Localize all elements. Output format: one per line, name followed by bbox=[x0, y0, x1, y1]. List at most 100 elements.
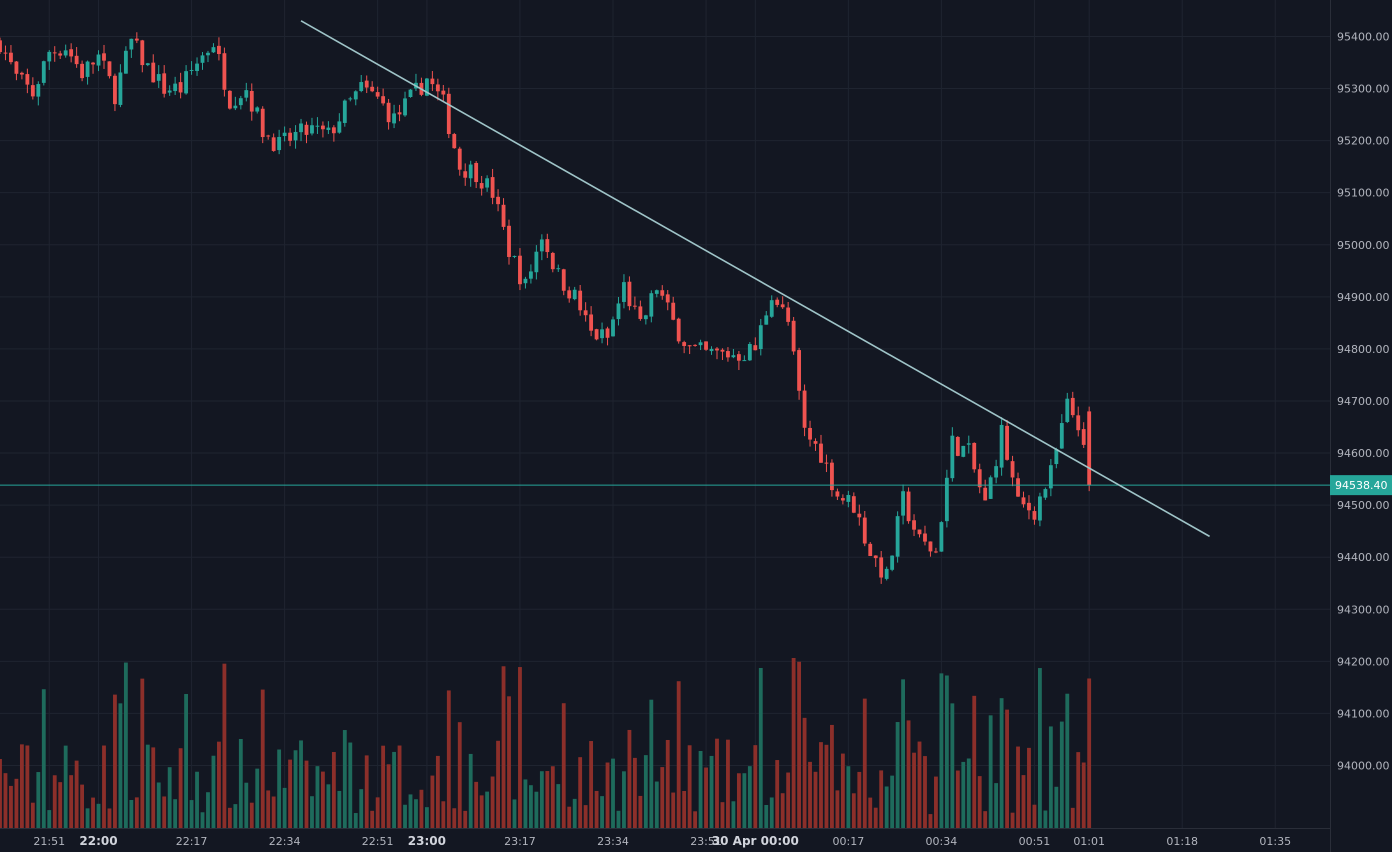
volume-bar bbox=[1076, 752, 1080, 828]
candle-body bbox=[1033, 511, 1037, 520]
volume-bar bbox=[715, 739, 719, 828]
candle-body bbox=[693, 345, 697, 346]
volume-bar bbox=[58, 782, 62, 828]
candle-body bbox=[628, 282, 632, 306]
candle-body bbox=[190, 70, 194, 71]
volume-bar bbox=[359, 789, 363, 828]
candle-body bbox=[748, 344, 752, 360]
volume-bar bbox=[666, 740, 670, 828]
candle-body bbox=[868, 544, 872, 556]
volume-bar bbox=[748, 766, 752, 828]
volume-bar bbox=[633, 758, 637, 828]
candle-body bbox=[86, 62, 90, 77]
candle-body bbox=[326, 128, 330, 130]
volume-bar bbox=[321, 772, 325, 828]
volume-bar bbox=[436, 756, 440, 828]
candle-body bbox=[956, 437, 960, 456]
candle-body bbox=[217, 46, 221, 54]
candle-body bbox=[726, 351, 730, 357]
volume-bar bbox=[146, 745, 150, 828]
volume-bar bbox=[1082, 763, 1086, 828]
time-tick-label: 23:17 bbox=[504, 835, 536, 848]
candle-body bbox=[803, 391, 807, 428]
candle-body bbox=[786, 308, 790, 322]
candle-body bbox=[929, 541, 933, 551]
volume-bar bbox=[1027, 748, 1031, 828]
volume-bar bbox=[726, 740, 730, 828]
candle-body bbox=[835, 491, 839, 496]
volume-bar bbox=[409, 794, 413, 828]
volume-bar bbox=[441, 801, 445, 828]
price-tick-label: 94100.00 bbox=[1337, 707, 1390, 720]
time-tick-label: 22:00 bbox=[79, 834, 117, 848]
candle-body bbox=[830, 463, 834, 490]
volume-bar bbox=[233, 804, 237, 828]
candle-body bbox=[354, 91, 358, 99]
candle-body bbox=[556, 268, 560, 269]
candle-body bbox=[272, 137, 276, 151]
volume-bar bbox=[956, 771, 960, 828]
volume-bar bbox=[699, 751, 703, 828]
candle-body bbox=[1082, 429, 1086, 445]
candle-body bbox=[967, 443, 971, 444]
price-tick-label: 95400.00 bbox=[1337, 30, 1390, 43]
candle-body bbox=[233, 106, 237, 109]
candle-body bbox=[704, 341, 708, 349]
volume-bar bbox=[463, 811, 467, 828]
volume-bar bbox=[1011, 813, 1015, 828]
volume-bar bbox=[190, 800, 194, 828]
candle-body bbox=[584, 310, 588, 315]
volume-bar bbox=[1005, 710, 1009, 828]
volume-bar bbox=[124, 663, 128, 828]
volume-bar bbox=[611, 759, 615, 828]
volume-bar bbox=[4, 773, 8, 828]
volume-bar bbox=[97, 804, 101, 828]
volume-bar bbox=[529, 785, 533, 828]
candle-body bbox=[162, 73, 166, 93]
volume-bar bbox=[518, 667, 522, 828]
price-tick-label: 94500.00 bbox=[1337, 499, 1390, 512]
volume-bar bbox=[682, 791, 686, 828]
time-tick-label: 22:17 bbox=[176, 835, 208, 848]
volume-bar bbox=[573, 799, 577, 828]
last-price-label: 94538.40 bbox=[1335, 479, 1388, 492]
volume-bar bbox=[732, 801, 736, 828]
time-tick-label: 01:35 bbox=[1259, 835, 1291, 848]
candle-body bbox=[447, 94, 451, 134]
volume-bar bbox=[649, 700, 653, 828]
candle-body bbox=[184, 71, 188, 93]
candle-body bbox=[294, 132, 298, 140]
volume-bar bbox=[660, 767, 664, 828]
volume-bar bbox=[365, 755, 369, 828]
candle-body bbox=[885, 569, 889, 579]
volume-bar bbox=[967, 758, 971, 828]
candle-body bbox=[316, 126, 320, 127]
candle-body bbox=[403, 98, 407, 115]
volume-bar bbox=[885, 786, 889, 828]
candle-body bbox=[633, 306, 637, 307]
candle-body bbox=[36, 84, 40, 97]
candle-body bbox=[91, 63, 95, 65]
volume-bar bbox=[86, 808, 90, 828]
candle-body bbox=[989, 477, 993, 499]
volume-bar bbox=[693, 811, 697, 828]
volume-bar bbox=[835, 790, 839, 828]
candle-body bbox=[529, 271, 533, 278]
candle-body bbox=[0, 40, 2, 52]
volume-bar bbox=[398, 746, 402, 828]
volume-bar bbox=[1065, 694, 1069, 828]
candle-body bbox=[983, 488, 987, 501]
volume-bar bbox=[584, 805, 588, 828]
volume-bar bbox=[1038, 668, 1042, 828]
volume-bar bbox=[797, 662, 801, 828]
candle-body bbox=[1027, 503, 1031, 510]
volume-bar bbox=[474, 782, 478, 828]
volume-bar bbox=[721, 802, 725, 828]
volume-bar bbox=[458, 722, 462, 828]
candle-body bbox=[31, 85, 35, 96]
volume-bar bbox=[316, 766, 320, 828]
volume-bar bbox=[69, 775, 73, 828]
volume-bar bbox=[381, 746, 385, 828]
